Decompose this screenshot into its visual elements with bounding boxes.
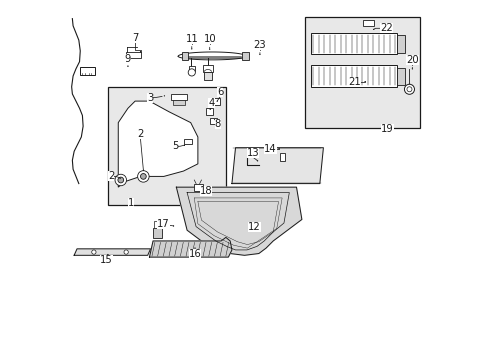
Bar — [184, 139, 192, 144]
Circle shape — [118, 177, 123, 183]
Bar — [310, 65, 396, 87]
Text: 17: 17 — [157, 219, 169, 229]
Bar — [171, 94, 187, 100]
Text: 9: 9 — [124, 54, 131, 64]
Text: 4: 4 — [208, 98, 214, 108]
Circle shape — [406, 87, 411, 92]
Circle shape — [92, 250, 96, 254]
Polygon shape — [118, 101, 198, 187]
Circle shape — [115, 174, 126, 186]
Bar — [172, 100, 185, 105]
Text: 12: 12 — [247, 222, 261, 232]
Text: 6: 6 — [217, 87, 223, 97]
Bar — [204, 72, 211, 80]
Polygon shape — [149, 237, 231, 257]
Text: 14: 14 — [264, 144, 276, 154]
Bar — [203, 65, 212, 72]
Text: 23: 23 — [253, 40, 265, 50]
Polygon shape — [176, 187, 301, 255]
Bar — [107, 87, 225, 205]
Bar — [154, 221, 160, 228]
Bar — [210, 118, 217, 125]
Text: 11: 11 — [185, 34, 198, 44]
Text: 20: 20 — [405, 54, 418, 64]
Bar — [188, 66, 195, 71]
Text: 13: 13 — [246, 148, 259, 158]
Text: 3: 3 — [147, 93, 153, 103]
Bar — [362, 20, 373, 26]
Bar — [305, 17, 419, 128]
Text: 1: 1 — [127, 198, 134, 208]
Bar — [279, 153, 285, 161]
Text: 8: 8 — [214, 120, 221, 129]
Bar — [126, 52, 140, 58]
Circle shape — [188, 69, 195, 76]
Text: 2: 2 — [108, 171, 114, 181]
Bar — [152, 228, 162, 238]
Text: 10: 10 — [203, 34, 216, 44]
Bar — [242, 52, 248, 59]
Bar — [396, 36, 404, 53]
Polygon shape — [231, 148, 323, 184]
Text: 15: 15 — [100, 255, 113, 265]
Text: 22: 22 — [379, 23, 392, 33]
Text: 5: 5 — [172, 141, 178, 151]
Circle shape — [140, 174, 146, 179]
Bar — [310, 33, 396, 54]
Bar — [80, 67, 94, 75]
Text: 16: 16 — [188, 248, 201, 258]
Text: 18: 18 — [200, 186, 212, 197]
Text: 19: 19 — [380, 124, 393, 134]
Circle shape — [124, 250, 128, 254]
Bar — [182, 52, 188, 59]
Polygon shape — [74, 249, 150, 255]
Text: 7: 7 — [132, 33, 139, 43]
Circle shape — [137, 171, 149, 182]
Text: 2: 2 — [137, 130, 143, 139]
Bar — [214, 98, 220, 105]
Bar — [396, 68, 404, 85]
Bar — [206, 108, 213, 116]
Text: 21: 21 — [348, 77, 361, 87]
Bar — [193, 184, 202, 191]
Circle shape — [404, 84, 414, 94]
